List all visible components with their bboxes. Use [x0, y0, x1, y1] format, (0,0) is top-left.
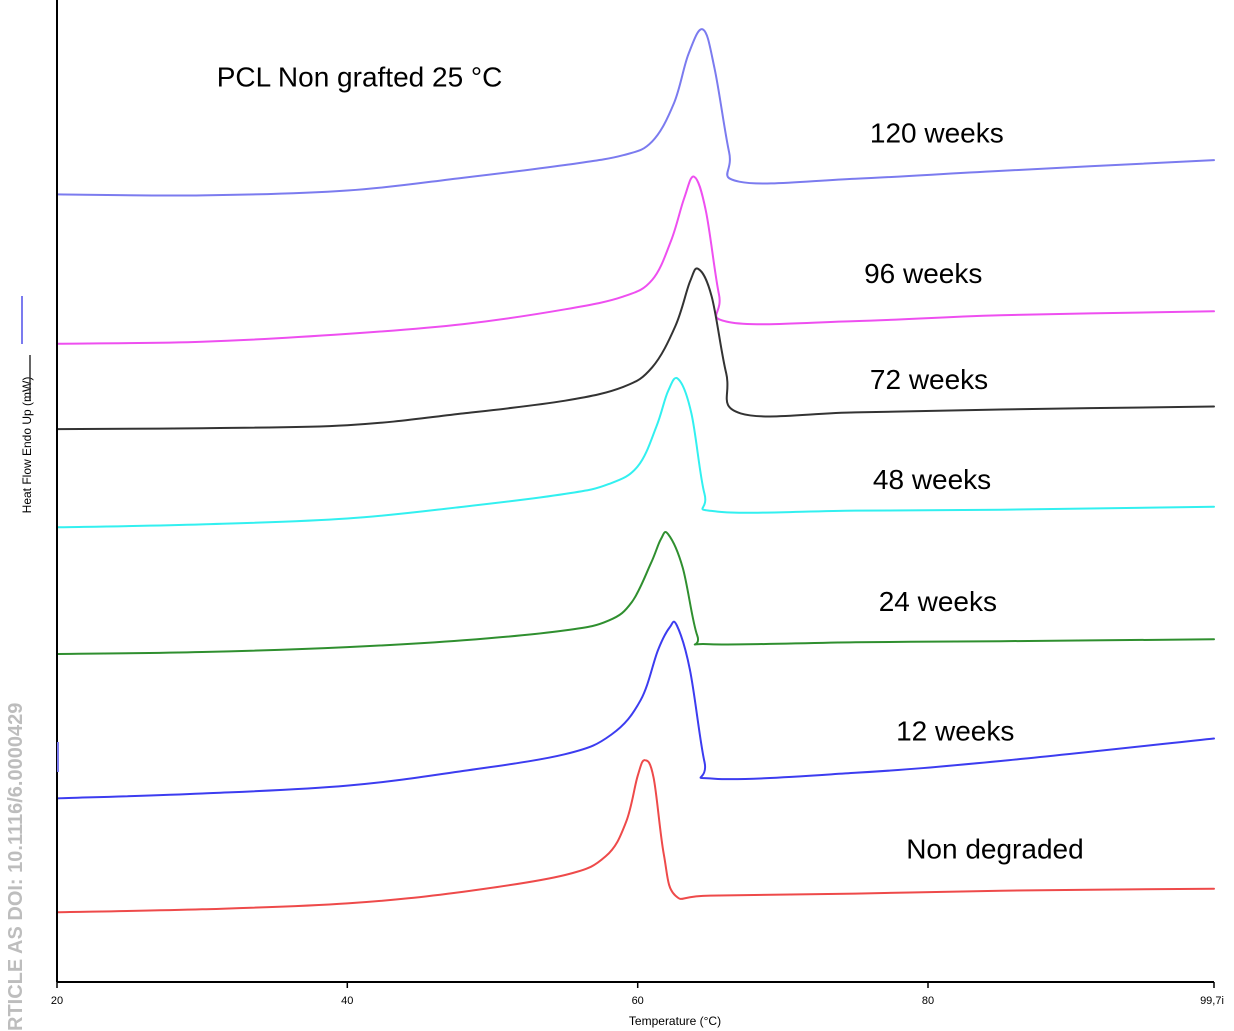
y-axis-title: Heat Flow Endo Up (mW) — [20, 377, 34, 514]
series-line-120-weeks — [56, 28, 1215, 197]
series-line-12-weeks — [56, 620, 1215, 800]
series-label-120-weeks: 120 weeks — [870, 117, 1004, 148]
curves-layer — [56, 28, 1215, 914]
doi-watermark: RTICLE AS DOI: 10.1116/6.0000429 — [5, 703, 27, 1031]
chart-title: PCL Non grafted 25 °C — [217, 61, 503, 92]
series-label-12-weeks: 12 weeks — [896, 715, 1014, 746]
series-line-48-weeks — [56, 377, 1215, 529]
x-tick-label: 80 — [922, 995, 934, 1007]
x-tick-label: 99,7i — [1200, 995, 1224, 1007]
series-label-72-weeks: 72 weeks — [870, 364, 988, 395]
x-tick-label: 20 — [51, 995, 63, 1007]
x-tick-label: 40 — [341, 995, 353, 1007]
series-line-96-weeks — [56, 175, 1215, 345]
x-ticks-layer: 20 40 60 80 99,7i — [51, 982, 1224, 1007]
x-tick-label: 60 — [632, 995, 644, 1007]
series-label-24-weeks: 24 weeks — [879, 586, 997, 617]
series-label-non-degraded: Non degraded — [906, 833, 1083, 864]
series-label-48-weeks: 48 weeks — [873, 464, 991, 495]
series-labels-layer: 120 weeks 96 weeks 72 weeks 48 weeks 24 week… — [864, 117, 1084, 864]
series-line-72-weeks — [56, 267, 1215, 431]
series-line-24-weeks — [56, 531, 1215, 655]
series-label-96-weeks: 96 weeks — [864, 258, 982, 289]
series-line-non-degraded — [56, 759, 1215, 914]
x-axis-title: Temperature (°C) — [629, 1014, 721, 1028]
